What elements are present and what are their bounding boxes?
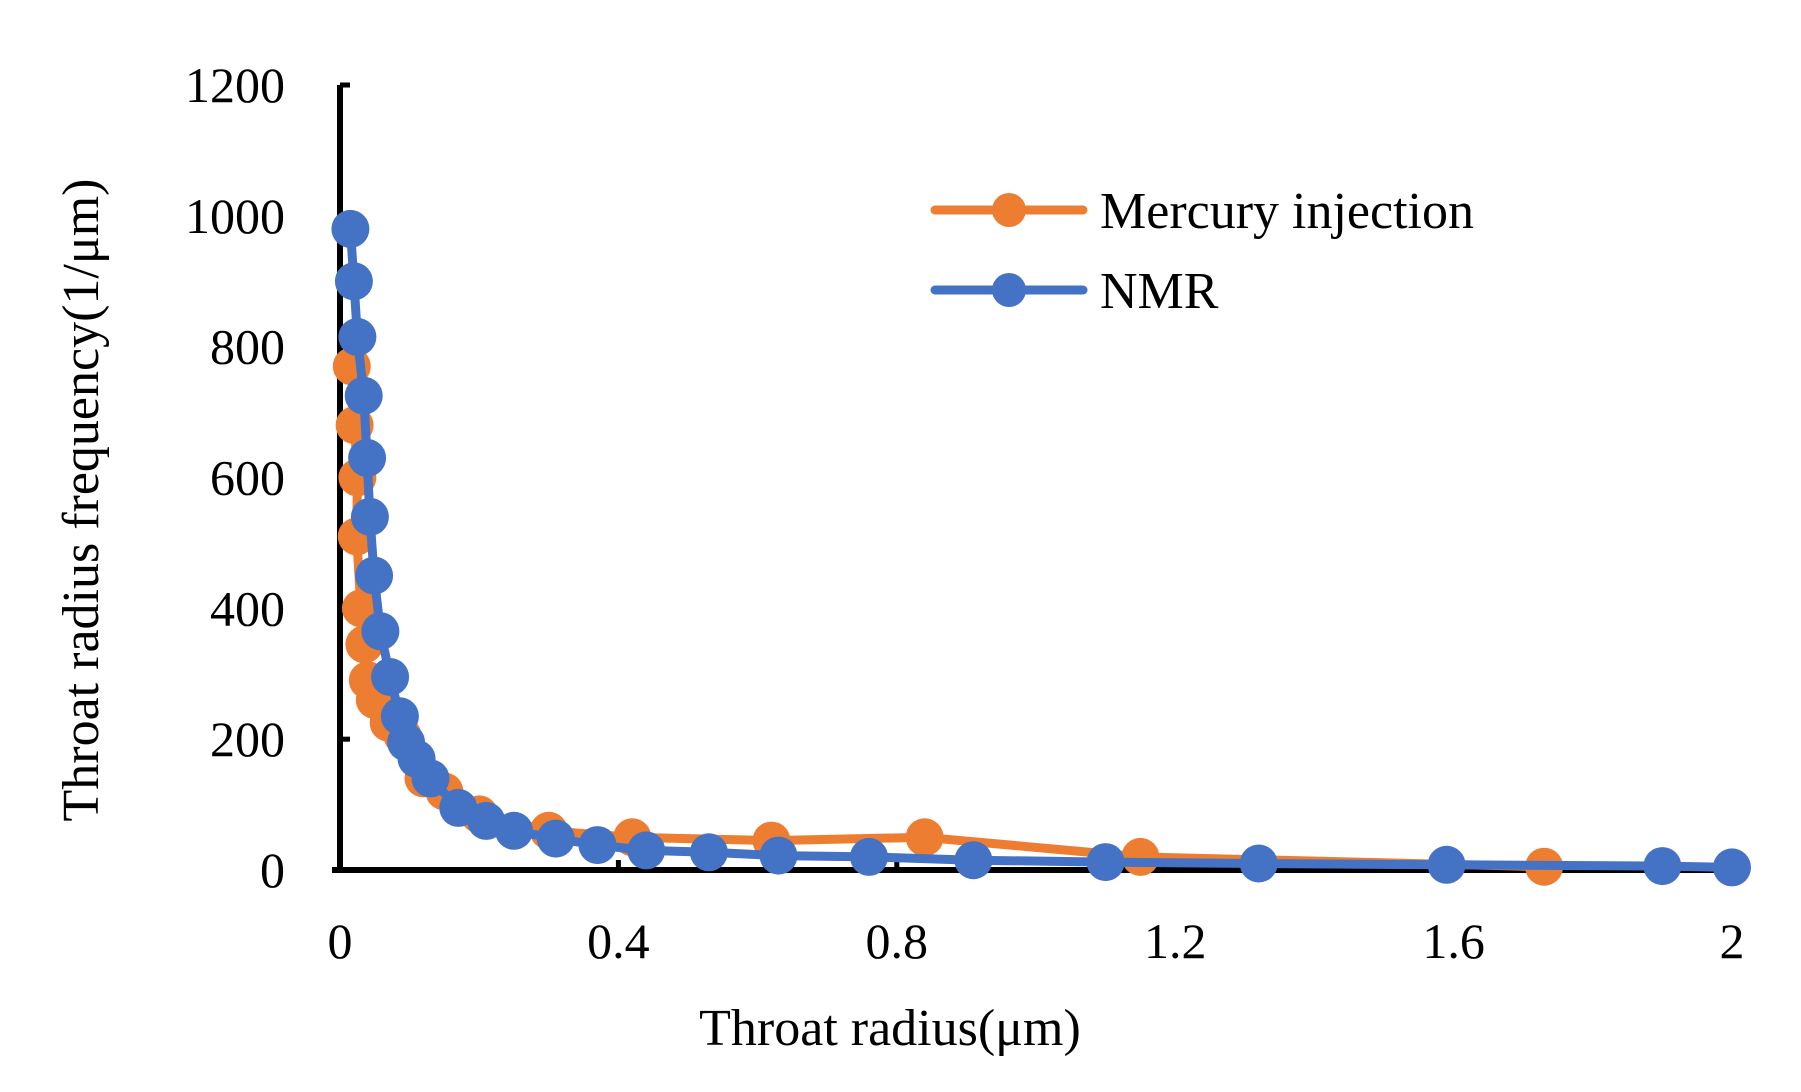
- data-point-mercury-injection: [905, 818, 944, 857]
- data-point-nmr: [627, 831, 666, 870]
- data-point-nmr: [759, 836, 798, 875]
- data-point-nmr: [1643, 847, 1682, 886]
- y-tick-label: 1000: [185, 188, 285, 244]
- series-mercury-injection: [332, 347, 1564, 886]
- y-tick-label: 0: [260, 842, 285, 898]
- data-point-nmr: [350, 497, 389, 536]
- data-point-nmr: [348, 438, 387, 477]
- data-point-nmr: [850, 837, 888, 876]
- axes: [332, 85, 1734, 873]
- data-point-nmr: [1239, 844, 1278, 883]
- data-point-nmr: [361, 612, 400, 651]
- data-point-mercury-injection: [1121, 837, 1160, 876]
- data-series: [331, 209, 1751, 887]
- data-point-nmr: [1086, 843, 1125, 882]
- data-point-nmr: [338, 317, 377, 356]
- legend-label-mercury-injection: Mercury injection: [1100, 183, 1474, 240]
- y-tick-label: 400: [210, 580, 285, 636]
- legend: Mercury injection NMR: [930, 183, 1474, 320]
- legend-label-nmr: NMR: [1100, 263, 1219, 320]
- x-tick-label: 0.8: [866, 913, 929, 969]
- series-line-mercury-injection: [347, 361, 1549, 872]
- x-axis-title: Throat radius(μm): [699, 1000, 1081, 1057]
- data-point-nmr: [1427, 845, 1466, 884]
- y-axis-ticks: 0 200 400 600 800 1000 1200: [185, 57, 350, 898]
- data-point-nmr: [371, 658, 410, 696]
- x-tick-label: 0: [328, 913, 353, 969]
- y-tick-label: 1200: [185, 57, 285, 113]
- data-point-nmr: [355, 556, 394, 595]
- x-tick-label: 2: [1720, 913, 1745, 969]
- y-axis-title: Throat radius frequency(1/μm): [53, 179, 110, 822]
- legend-marker-mercury-injection: [992, 193, 1026, 227]
- x-tick-label: 1.2: [1144, 913, 1207, 969]
- series-nmr: [331, 209, 1751, 887]
- data-point-nmr: [411, 759, 450, 798]
- x-axis-ticks: 0 0.4 0.8 1.2 1.6 2: [328, 860, 1745, 969]
- data-point-nmr: [536, 819, 575, 858]
- data-point-nmr: [578, 826, 617, 865]
- y-tick-label: 600: [210, 450, 285, 506]
- y-tick-label: 800: [210, 319, 285, 375]
- data-point-nmr: [331, 209, 370, 248]
- data-point-nmr: [954, 841, 993, 880]
- data-point-nmr: [334, 262, 373, 301]
- data-point-nmr: [1713, 848, 1751, 887]
- legend-marker-nmr: [992, 273, 1026, 307]
- x-tick-label: 1.6: [1422, 913, 1485, 969]
- series-line-nmr: [345, 224, 1737, 872]
- data-point-nmr: [495, 811, 533, 850]
- y-tick-label: 200: [210, 711, 285, 767]
- x-tick-label: 0.4: [587, 913, 650, 969]
- data-point-nmr: [344, 376, 383, 415]
- data-point-nmr: [689, 833, 728, 872]
